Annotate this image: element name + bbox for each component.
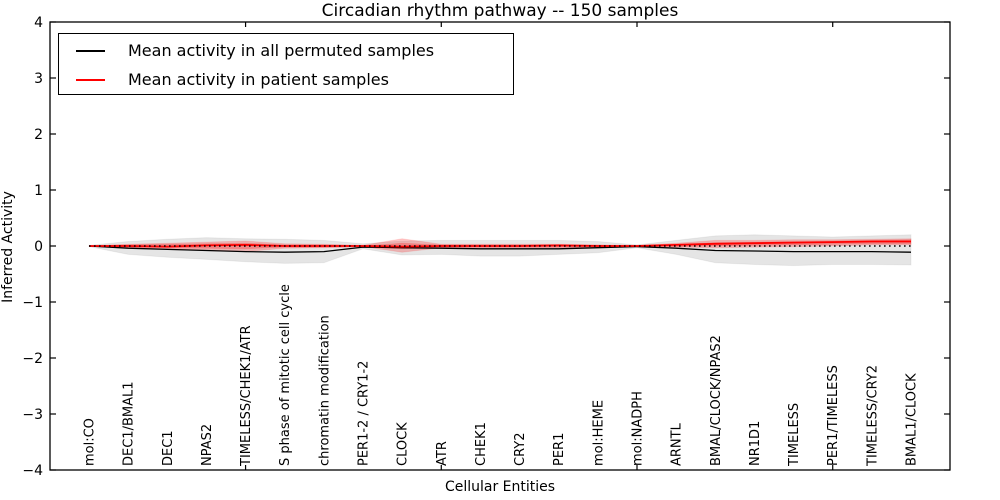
y-tick-label: 4 — [34, 15, 43, 31]
x-category-label: chromatin modification — [317, 315, 332, 466]
x-category-label: mol:HEME — [591, 400, 606, 466]
x-axis-label: Cellular Entities — [444, 479, 556, 495]
legend-box: Mean activity in all permuted samples Me… — [58, 33, 514, 95]
x-category-label: DEC1/BMAL1 — [122, 382, 137, 467]
x-category-label: TIMELESS/CRY2 — [865, 365, 880, 467]
x-category-label: DEC1 — [161, 430, 176, 466]
x-category-label: BMAL/CLOCK/NPAS2 — [709, 335, 724, 466]
legend-entry-permuted: Mean activity in all permuted samples — [59, 36, 513, 65]
y-tick-label: 1 — [34, 183, 43, 199]
x-category-label: TIMELESS — [787, 403, 802, 467]
x-category-label: mol:CO — [83, 418, 98, 466]
y-tick-label: −4 — [22, 463, 43, 479]
y-axis-label: Inferred Activity — [0, 191, 16, 303]
legend-label-permuted: Mean activity in all permuted samples — [128, 41, 435, 60]
y-tick-label: −2 — [22, 351, 43, 367]
x-category-label: TIMELESS/CHEK1/ATR — [239, 325, 254, 467]
x-category-label: S phase of mitotic cell cycle — [278, 284, 293, 466]
x-category-label: CLOCK — [396, 422, 411, 466]
chart-title: Circadian rhythm pathway -- 150 samples — [321, 1, 679, 21]
x-category-label: ATR — [435, 441, 450, 466]
y-tick-label: 3 — [34, 71, 43, 87]
legend-line-red — [76, 78, 105, 81]
x-category-label: mol:NADPH — [631, 391, 646, 466]
y-tick-label: 2 — [34, 127, 43, 143]
x-category-label: BMAL1/CLOCK — [905, 373, 920, 466]
x-category-label: CHEK1 — [474, 422, 489, 466]
series-line-0 — [88, 245, 912, 253]
legend-line-black — [76, 49, 105, 52]
x-category-label: ARNTL — [670, 422, 685, 466]
y-tick-label: −3 — [22, 407, 43, 423]
x-category-label: PER1 — [552, 433, 567, 466]
x-category-label: CRY2 — [513, 433, 528, 467]
x-category-label: NR1D1 — [748, 421, 763, 466]
x-category-label: PER1-2 / CRY1-2 — [357, 361, 372, 466]
x-category-label: PER1/TIMELESS — [826, 365, 841, 466]
y-tick-label: −1 — [22, 295, 43, 311]
legend-entry-patient: Mean activity in patient samples — [59, 65, 513, 94]
y-tick-label: 0 — [34, 239, 43, 255]
legend-label-patient: Mean activity in patient samples — [128, 70, 389, 89]
permuted-std-band — [88, 234, 912, 267]
x-category-label: NPAS2 — [200, 424, 215, 466]
